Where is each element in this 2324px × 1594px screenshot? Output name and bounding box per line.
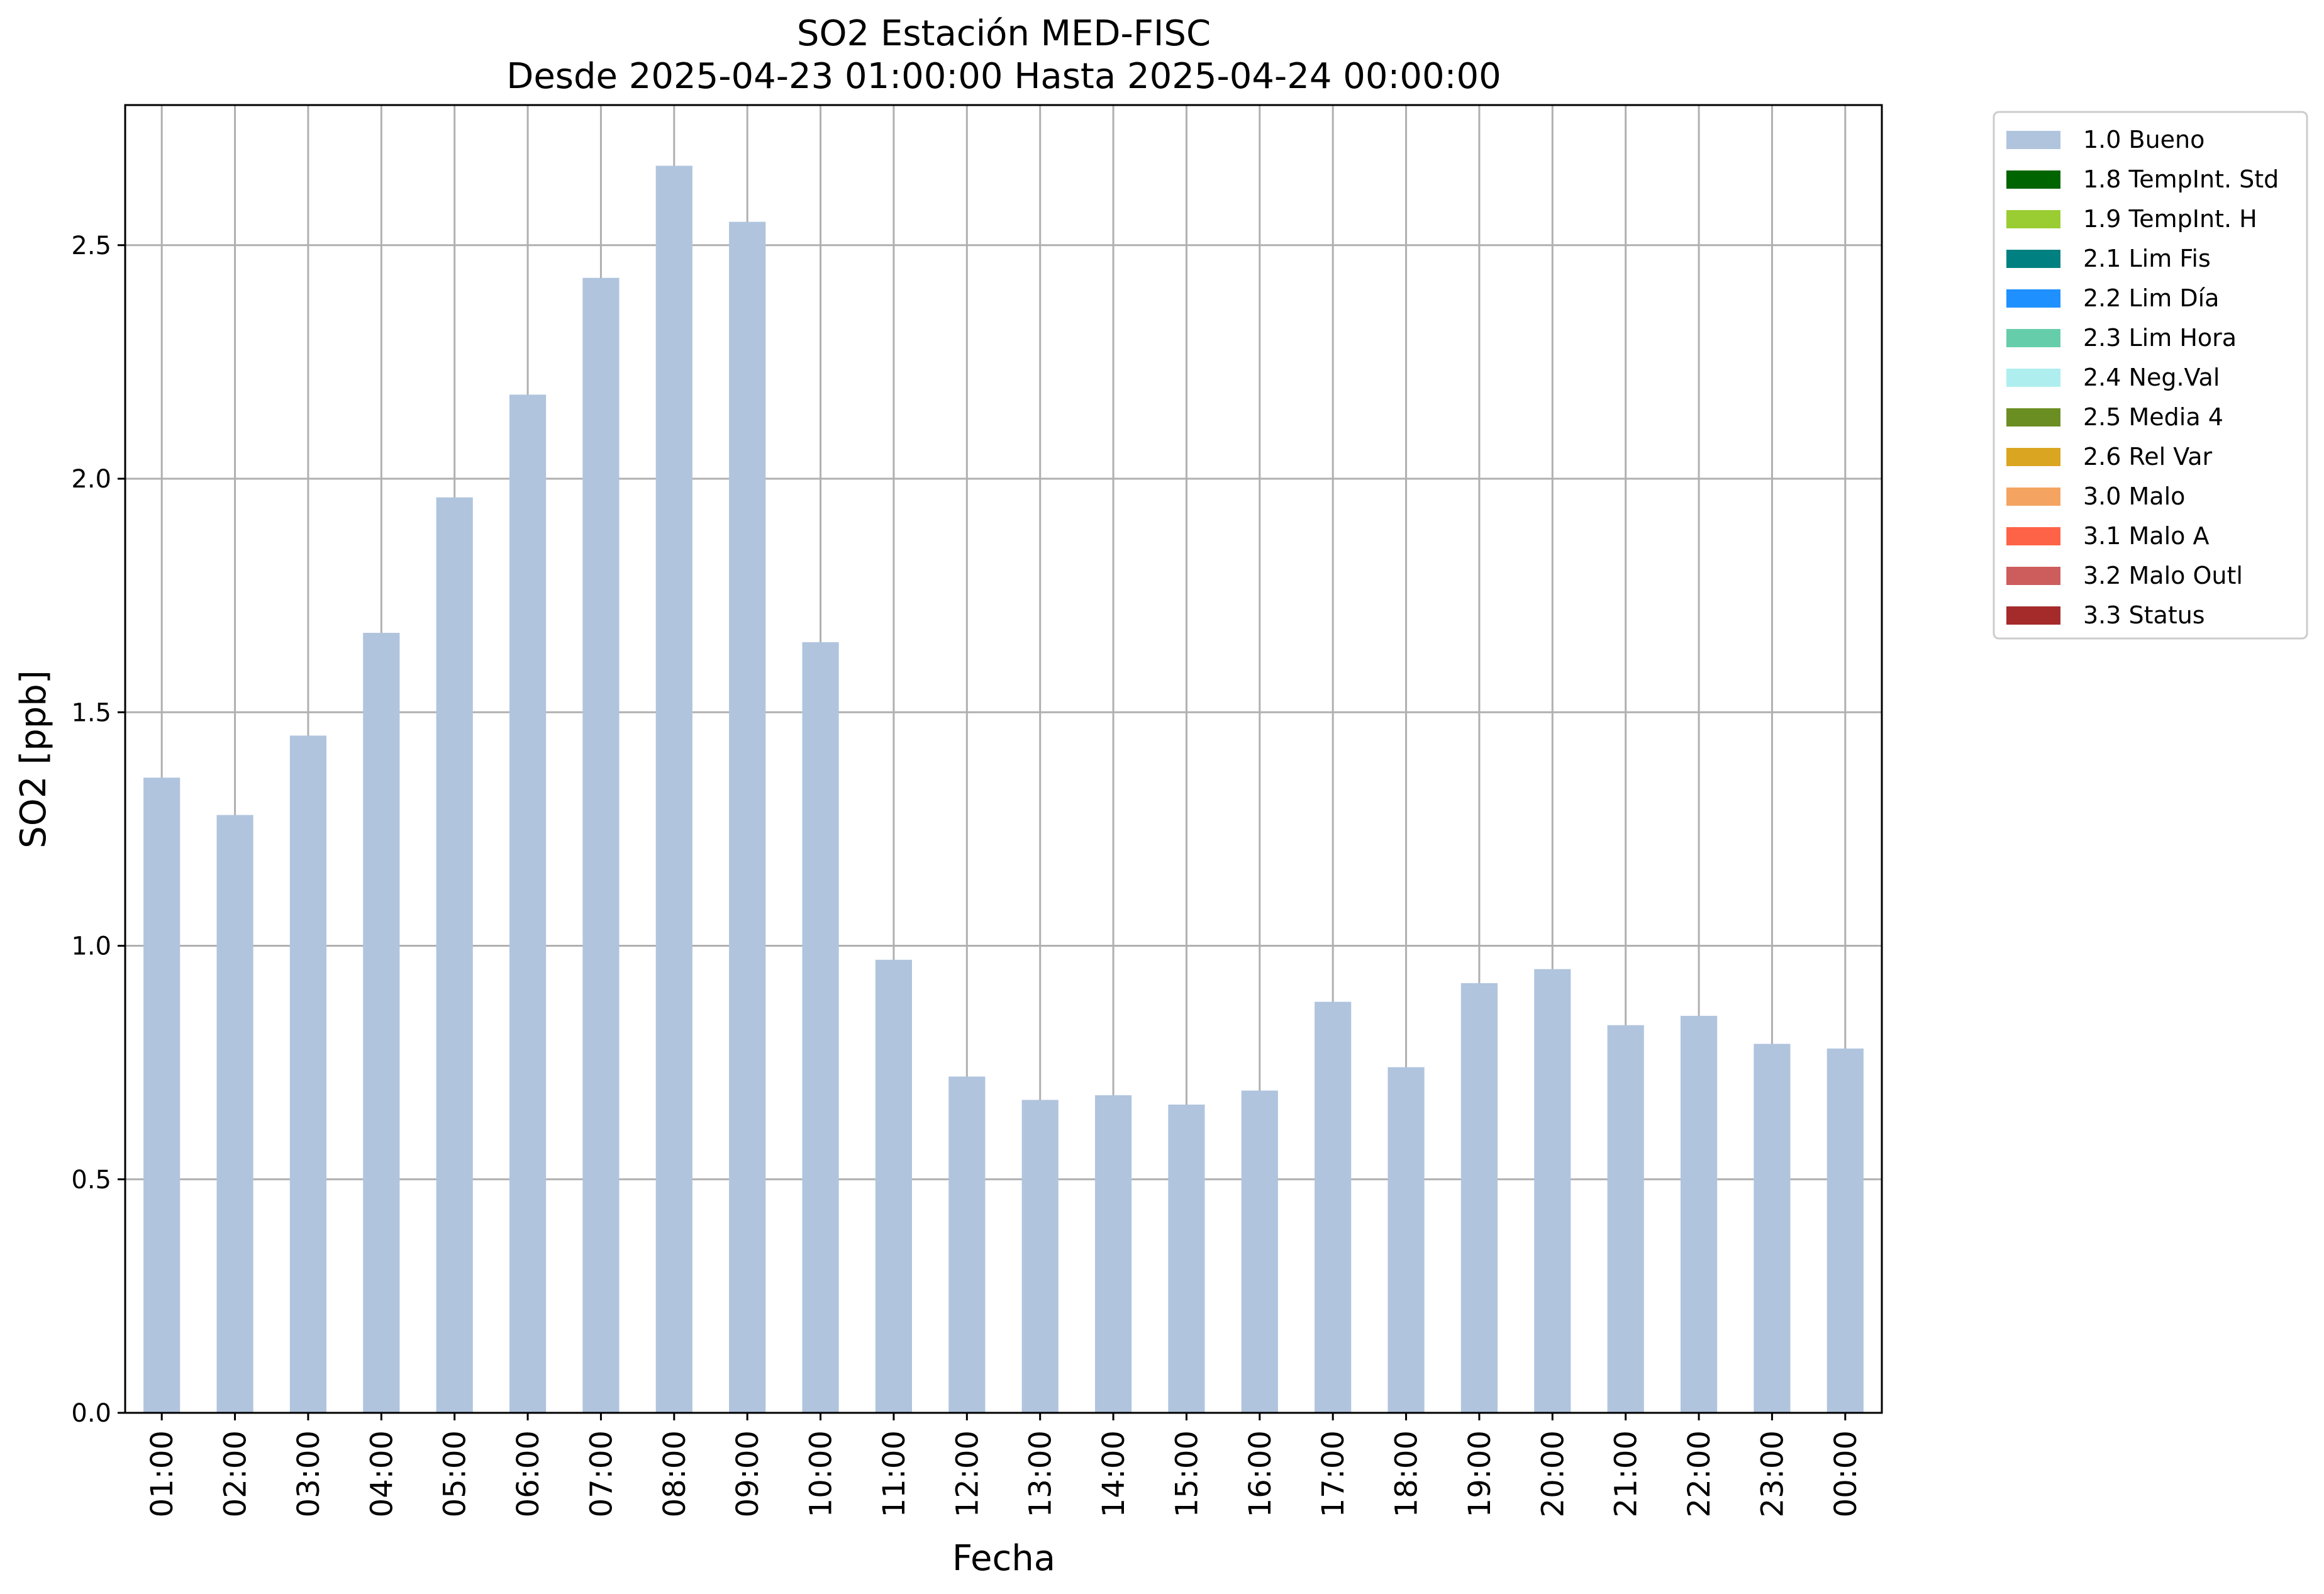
- x-tick-label: 05:00: [438, 1430, 473, 1517]
- legend-swatch: [2006, 448, 2060, 466]
- bar-1900: [1460, 983, 1498, 1413]
- bar-0100: [143, 777, 181, 1413]
- x-tick-label: 01:00: [145, 1430, 180, 1517]
- legend-entry-label: 3.1 Malo A: [2083, 522, 2209, 550]
- x-tick-label: 13:00: [1023, 1430, 1059, 1517]
- x-tick-label: 14:00: [1096, 1430, 1131, 1517]
- bar-1100: [875, 959, 913, 1413]
- x-tick-label: 00:00: [1828, 1430, 1864, 1517]
- legend-entry-label: 3.2 Malo Outl: [2083, 562, 2243, 589]
- bar-0600: [509, 394, 547, 1413]
- y-tick-label: 2.5: [71, 231, 111, 260]
- x-tick-label: 19:00: [1462, 1430, 1498, 1517]
- legend-entry-label: 3.3 Status: [2083, 601, 2205, 629]
- bar-1500: [1168, 1104, 1205, 1413]
- bar-0300: [289, 735, 327, 1413]
- bar-2000: [1534, 969, 1571, 1413]
- bar-0900: [729, 221, 766, 1413]
- bar-0400: [363, 633, 400, 1413]
- bar-0700: [582, 277, 620, 1413]
- bar-0500: [436, 497, 473, 1413]
- x-tick-label: 23:00: [1755, 1430, 1790, 1517]
- x-tick-label: 20:00: [1535, 1430, 1571, 1517]
- legend-swatch: [2006, 289, 2060, 308]
- x-tick-label: 09:00: [730, 1430, 765, 1517]
- y-axis-ticks: 0.0 0.5 1.0 1.5 2.0 2.5: [71, 231, 125, 1428]
- bar-1700: [1315, 1001, 1352, 1413]
- x-tick-label: 06:00: [511, 1430, 546, 1517]
- bar-1400: [1094, 1095, 1132, 1413]
- x-tick-label: 04:00: [364, 1430, 399, 1517]
- x-tick-label: 02:00: [218, 1430, 253, 1517]
- chart-subtitle: Desde 2025-04-23 01:00:00 Hasta 2025-04-…: [506, 56, 1501, 97]
- y-tick-label: 0.5: [71, 1166, 111, 1195]
- bar-0000: [1826, 1048, 1864, 1413]
- legend-entry-label: 2.3 Lim Hora: [2083, 324, 2237, 352]
- legend-swatch: [2006, 131, 2060, 149]
- bar-2200: [1680, 1015, 1718, 1413]
- x-tick-label: 12:00: [950, 1430, 985, 1517]
- legend-entry-label: 2.1 Lim Fis: [2083, 245, 2211, 272]
- x-tick-label: 07:00: [584, 1430, 619, 1517]
- x-tick-label: 17:00: [1316, 1430, 1351, 1517]
- bar-2100: [1607, 1025, 1644, 1413]
- bar-1600: [1241, 1090, 1278, 1413]
- x-axis-label: Fecha: [952, 1538, 1055, 1579]
- legend-swatch: [2006, 170, 2060, 189]
- legend-swatch: [2006, 250, 2060, 268]
- legend-swatch: [2006, 369, 2060, 387]
- y-tick-label: 1.5: [71, 698, 111, 727]
- legend-entry-label: 2.2 Lim Día: [2083, 284, 2219, 312]
- legend-swatch: [2006, 408, 2060, 426]
- bar-1200: [948, 1076, 986, 1413]
- legend-swatch: [2006, 527, 2060, 545]
- legend-swatch: [2006, 329, 2060, 347]
- y-tick-label: 0.0: [71, 1399, 111, 1428]
- x-tick-label: 18:00: [1389, 1430, 1425, 1517]
- x-axis-ticks: 01:00 02:00 03:00 04:00 05:00 06:00 07:00 08:00…: [145, 1413, 1864, 1517]
- x-tick-label: 15:00: [1169, 1430, 1204, 1517]
- x-tick-label: 10:00: [804, 1430, 839, 1517]
- legend-frame: [1993, 111, 2308, 640]
- x-tick-label: 22:00: [1682, 1430, 1717, 1517]
- x-tick-label: 21:00: [1609, 1430, 1644, 1517]
- chart-title: SO2 Estación MED-FISC: [797, 13, 1211, 54]
- legend-items: 1.0 Bueno 1.8 TempInt. Std 1.9 TempInt. H 2…: [2006, 126, 2279, 629]
- bar-2300: [1754, 1044, 1791, 1413]
- legend-swatch: [2006, 488, 2060, 506]
- legend-entry-label: 1.0 Bueno: [2083, 126, 2204, 153]
- bar-0200: [216, 815, 253, 1413]
- legend-entry-label: 2.5 Media 4: [2083, 403, 2223, 431]
- y-tick-label: 1.0: [71, 932, 111, 961]
- x-tick-label: 11:00: [877, 1430, 912, 1517]
- legend-swatch: [2006, 210, 2060, 228]
- x-tick-label: 08:00: [657, 1430, 692, 1517]
- bar-0800: [655, 165, 692, 1413]
- legend-swatch: [2006, 606, 2060, 625]
- legend-entry-label: 3.0 Malo: [2083, 482, 2185, 510]
- legend-entry-label: 1.8 TempInt. Std: [2083, 165, 2279, 193]
- y-tick-label: 2.0: [71, 465, 111, 494]
- bar-1800: [1387, 1067, 1425, 1413]
- y-axis-label: SO2 [ppb]: [13, 670, 54, 848]
- x-tick-label: 03:00: [291, 1430, 326, 1517]
- plot-area-frame: [124, 104, 1883, 1414]
- bars: [143, 165, 1864, 1413]
- x-tick-label: 16:00: [1243, 1430, 1278, 1517]
- legend-entry-label: 2.6 Rel Var: [2083, 443, 2213, 471]
- legend: 1.0 Bueno 1.8 TempInt. Std 1.9 TempInt. H 2…: [1993, 111, 2308, 640]
- bar-1000: [802, 642, 839, 1413]
- legend-swatch: [2006, 567, 2060, 585]
- legend-entry-label: 1.9 TempInt. H: [2083, 205, 2257, 233]
- legend-entry-label: 2.4 Neg.Val: [2083, 364, 2220, 391]
- bar-1300: [1021, 1100, 1059, 1413]
